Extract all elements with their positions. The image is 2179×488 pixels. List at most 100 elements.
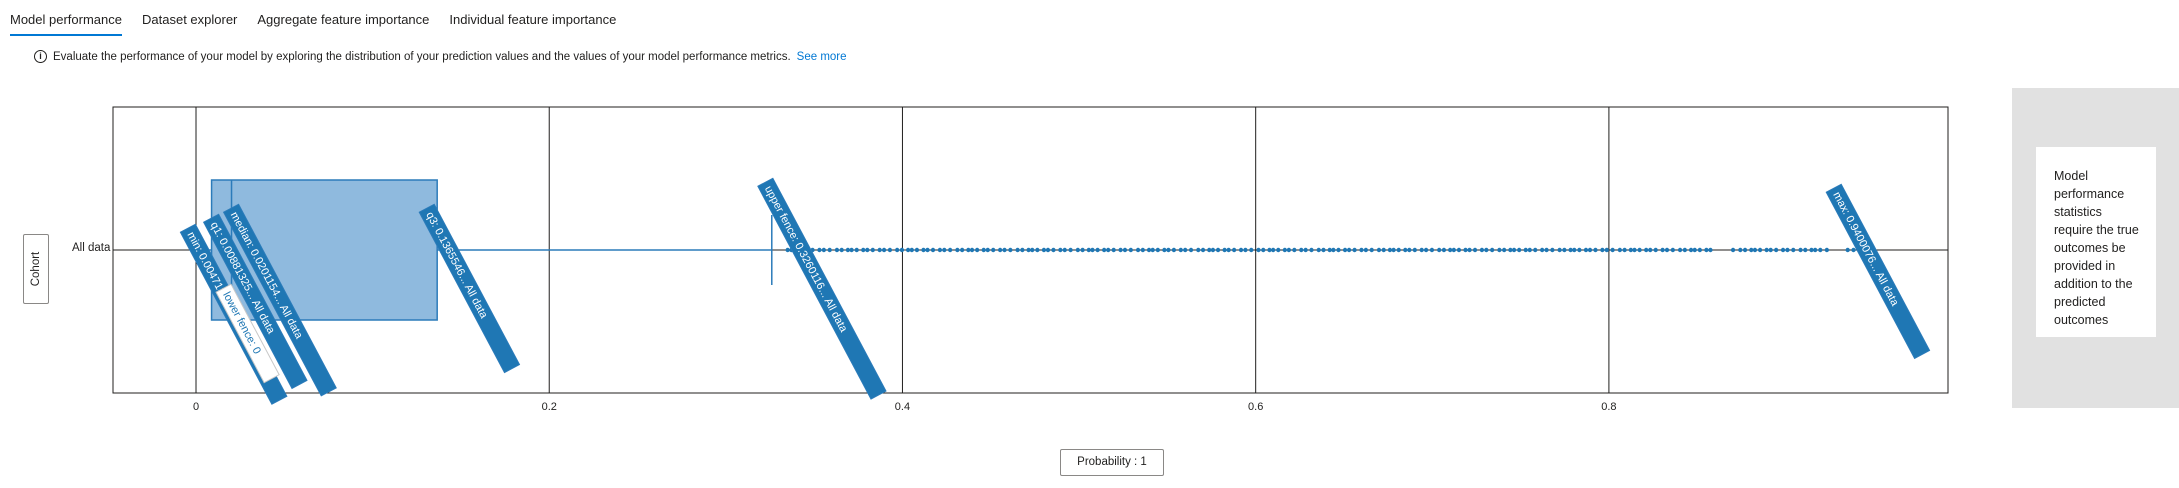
outlier-point: [1749, 247, 1754, 253]
outlier-point: [1403, 247, 1408, 253]
outlier-point: [1508, 247, 1513, 253]
outlier-point: [1527, 247, 1532, 253]
outlier-point: [909, 247, 915, 253]
outlier-point: [1757, 247, 1763, 253]
annotation-label-bg: [1825, 183, 1931, 360]
outlier-point: [1643, 247, 1649, 253]
tab-model-performance[interactable]: Model performance: [0, 0, 132, 38]
outlier-point: [1824, 247, 1830, 253]
y-category-label: All data: [72, 242, 111, 254]
annotation-label-bg: [215, 283, 280, 384]
outlier-point: [1610, 247, 1615, 253]
outlier-point: [1523, 247, 1528, 253]
outlier-point: [1628, 247, 1634, 253]
outlier-point: [1704, 247, 1709, 253]
outlier-point: [849, 247, 854, 253]
outlier-point: [1020, 247, 1025, 253]
outlier-point: [1222, 247, 1227, 253]
outlier-point: [1342, 247, 1348, 253]
outlier-point: [1768, 247, 1773, 253]
outlier-point: [1327, 247, 1332, 253]
outlier-point: [1270, 247, 1276, 253]
outlier-point: [1660, 247, 1665, 253]
outlier-point: [1773, 247, 1779, 253]
outlier-point: [1238, 247, 1244, 253]
outlier-point: [942, 247, 947, 253]
outlier-point: [821, 247, 827, 253]
tab-dataset-explorer[interactable]: Dataset explorer: [142, 12, 238, 27]
outlier-point: [785, 247, 790, 253]
annotation-label-bg: [222, 203, 337, 397]
outlier-point: [1150, 247, 1155, 253]
see-more-link[interactable]: See more: [796, 50, 847, 63]
tab-individual-feature-importance[interactable]: Individual feature importance: [449, 12, 617, 27]
outlier-point: [1118, 247, 1123, 253]
tab-aggregate-feature-importance[interactable]: Aggregate feature importance: [257, 12, 430, 27]
outlier-point: [1653, 247, 1658, 253]
outlier-point: [1670, 247, 1676, 253]
outlier-point: [1752, 247, 1758, 253]
outlier-point: [1550, 247, 1555, 253]
outlier-point: [1407, 247, 1412, 253]
outlier-point: [1331, 247, 1336, 253]
outlier-point: [1511, 247, 1517, 253]
outlier-point: [1146, 247, 1152, 253]
outlier-point: [914, 247, 920, 253]
outlier-point: [991, 247, 996, 253]
info-text: Evaluate the performance of your model b…: [53, 50, 791, 63]
outlier-point: [839, 247, 844, 253]
outlier-point: [1226, 247, 1231, 253]
outlier-point: [1346, 247, 1352, 253]
outlier-point: [1809, 247, 1814, 253]
outlier-point: [1412, 247, 1418, 253]
annotation-label-text: max: 0.9400076... All data: [1830, 190, 1901, 309]
performance-stats-panel: Model performance statistics require the…: [2012, 88, 2179, 408]
outlier-point: [985, 247, 990, 253]
outlier-point: [1316, 247, 1321, 253]
outlier-point: [1249, 247, 1254, 253]
outlier-point: [1062, 247, 1067, 253]
outlier-point: [1166, 247, 1171, 253]
outlier-point: [925, 247, 930, 253]
outlier-point: [1196, 247, 1201, 253]
outlier-point: [1682, 247, 1688, 253]
outlier-point: [1359, 247, 1364, 253]
outlier-point: [905, 247, 911, 253]
outlier-point: [1562, 247, 1567, 253]
outlier-point: [1845, 247, 1850, 253]
outlier-point: [899, 247, 905, 253]
outlier-point: [969, 247, 975, 253]
outlier-point: [1292, 247, 1297, 253]
outlier-point: [1286, 247, 1292, 253]
outlier-point: [1207, 247, 1212, 253]
outlier-point: [981, 247, 986, 253]
x-tick-label: 0.4: [895, 401, 910, 413]
outlier-point: [1178, 247, 1183, 253]
outlier-point: [887, 247, 893, 253]
annotation-label: max: 0.9400076... All data: [1825, 183, 1931, 360]
outlier-point: [1803, 247, 1808, 253]
outlier-point: [930, 247, 936, 253]
outlier-point: [1162, 247, 1167, 253]
info-icon: i: [34, 50, 47, 63]
outlier-point: [1303, 247, 1308, 253]
outlier-point: [1730, 247, 1736, 253]
outlier-point: [1791, 247, 1796, 253]
outlier-point: [1637, 247, 1642, 253]
outlier-point: [1451, 247, 1457, 253]
annotation-label-text: upper fence: 0.3260116... All data: [762, 184, 850, 335]
outlier-point: [1593, 247, 1598, 253]
outlier-point: [1200, 247, 1206, 253]
outlier-point: [1622, 247, 1627, 253]
outlier-point: [1363, 247, 1369, 253]
outlier-point: [1604, 247, 1609, 253]
outlier-point: [865, 247, 870, 253]
annotation-label-bg: [202, 213, 308, 390]
outlier-point: [1568, 247, 1573, 253]
outlier-point: [1352, 247, 1357, 253]
cohort-button[interactable]: Cohort: [23, 234, 49, 304]
x-axis-selector-button[interactable]: Probability : 1: [1060, 449, 1164, 476]
outlier-point: [1376, 247, 1382, 253]
outlier-point: [1851, 247, 1856, 253]
